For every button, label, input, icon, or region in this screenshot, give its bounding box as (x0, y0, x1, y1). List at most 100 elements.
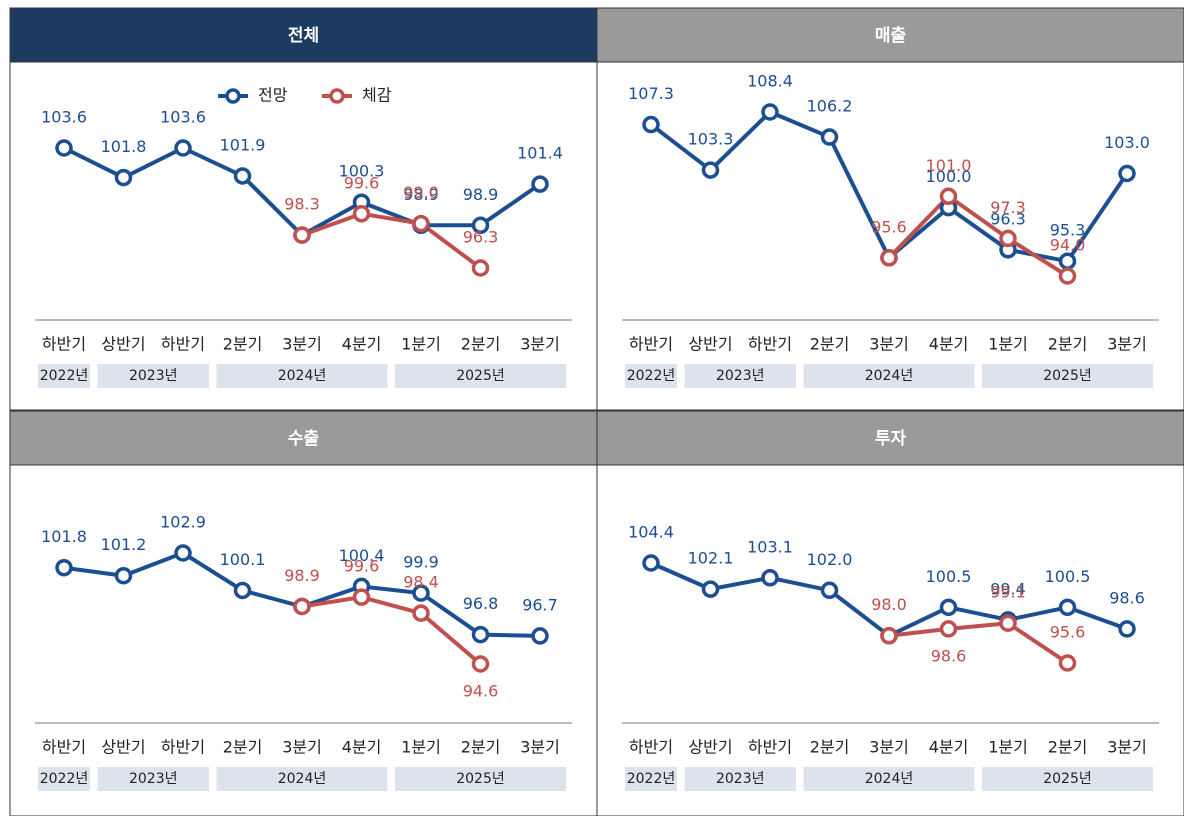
point-marker (642, 554, 660, 572)
data-label: 107.3 (628, 84, 674, 103)
point-marker (531, 627, 549, 645)
data-label: 100.3 (339, 162, 385, 181)
panel-header (9, 410, 598, 466)
year-band (982, 767, 1153, 791)
x-tick-label: 4분기 (342, 335, 382, 354)
x-tick-label: 2분기 (223, 335, 263, 354)
x-tick-label: 3분기 (520, 738, 560, 757)
data-label: 102.0 (807, 550, 853, 569)
panel-title: 수출 (288, 429, 320, 449)
point-marker (1058, 267, 1077, 285)
point-marker (412, 584, 430, 602)
point-marker (999, 614, 1017, 632)
year-label: 2022년 (40, 771, 89, 787)
x-tick-label: 상반기 (688, 738, 732, 757)
year-band (395, 767, 566, 791)
data-label: 99.6 (344, 557, 380, 576)
year-label: 2024년 (278, 771, 327, 787)
data-label: 96.3 (990, 209, 1026, 228)
point-marker (999, 229, 1017, 248)
series-line (887, 194, 1069, 278)
data-label: 103.6 (160, 108, 206, 127)
data-label: 101.9 (220, 135, 266, 154)
data-label: 103.0 (1104, 133, 1150, 152)
x-tick-label: 하반기 (748, 335, 792, 354)
point-marker (471, 259, 490, 277)
data-label: 103.1 (747, 537, 793, 556)
year-label: 2023년 (716, 368, 765, 384)
data-label: 94.0 (1050, 236, 1086, 255)
point-marker (412, 604, 430, 622)
data-label: 106.2 (807, 97, 853, 116)
x-tick-label: 3분기 (282, 738, 322, 757)
point-marker (471, 655, 490, 673)
year-band (684, 364, 796, 388)
point-marker (55, 558, 73, 577)
x-tick-label: 1분기 (988, 738, 1028, 757)
data-label: 98.3 (284, 195, 320, 214)
x-tick-label: 3분기 (520, 335, 560, 354)
point-marker (701, 161, 720, 179)
x-tick-label: 3분기 (869, 738, 909, 757)
point-marker (114, 566, 133, 585)
panel-title: 매출 (875, 26, 907, 46)
year-label: 2025년 (1043, 771, 1092, 787)
point-marker (114, 168, 133, 187)
x-tick-label: 2분기 (223, 738, 263, 757)
data-label: 99.4 (990, 579, 1026, 598)
year-band (38, 767, 90, 791)
year-label: 2023년 (716, 771, 765, 787)
year-band (625, 767, 677, 791)
point-marker (352, 588, 371, 606)
data-label: 99.1 (990, 583, 1026, 602)
point-marker (939, 187, 958, 206)
point-marker (233, 167, 252, 185)
point-marker (174, 544, 192, 562)
series-line (888, 621, 1069, 665)
year-label: 2024년 (865, 771, 914, 787)
x-tick-label: 4분기 (342, 738, 382, 757)
point-marker (701, 580, 720, 598)
data-label: 95.6 (871, 217, 907, 236)
legend-marker (225, 88, 241, 104)
data-label: 101.8 (41, 527, 87, 546)
data-label: 98.9 (403, 185, 439, 204)
year-label: 2022년 (627, 368, 676, 384)
x-tick-label: 상반기 (101, 738, 145, 757)
data-label: 96.7 (522, 595, 558, 614)
x-tick-label: 1분기 (401, 335, 441, 354)
point-marker (761, 103, 779, 121)
data-label: 103.6 (41, 108, 87, 127)
data-label: 98.9 (463, 185, 499, 204)
year-band (216, 767, 388, 791)
data-label: 100.0 (926, 167, 972, 186)
x-tick-label: 4분기 (929, 738, 969, 757)
x-tick-label: 하반기 (629, 335, 673, 354)
x-tick-label: 3분기 (869, 335, 909, 354)
x-tick-label: 3분기 (1107, 335, 1147, 354)
point-marker (1058, 654, 1077, 672)
panel-header (596, 7, 1184, 63)
year-band (97, 364, 209, 388)
data-label: 99.6 (344, 173, 380, 192)
year-band (395, 364, 566, 388)
data-label: 102.1 (688, 549, 734, 568)
x-tick-label: 4분기 (929, 335, 969, 354)
point-marker (531, 175, 549, 193)
x-tick-label: 2분기 (810, 738, 850, 757)
x-tick-label: 하반기 (629, 738, 673, 757)
x-tick-label: 하반기 (161, 738, 205, 757)
data-label: 96.8 (463, 594, 499, 613)
data-label: 101.8 (101, 137, 147, 156)
x-tick-label: 1분기 (988, 335, 1028, 354)
legend-label: 체감 (362, 86, 392, 105)
data-label: 103.3 (688, 130, 734, 149)
x-tick-label: 3분기 (1107, 738, 1147, 757)
point-marker (293, 597, 311, 616)
x-tick-label: 상반기 (101, 335, 145, 354)
x-tick-label: 2분기 (1048, 738, 1088, 757)
